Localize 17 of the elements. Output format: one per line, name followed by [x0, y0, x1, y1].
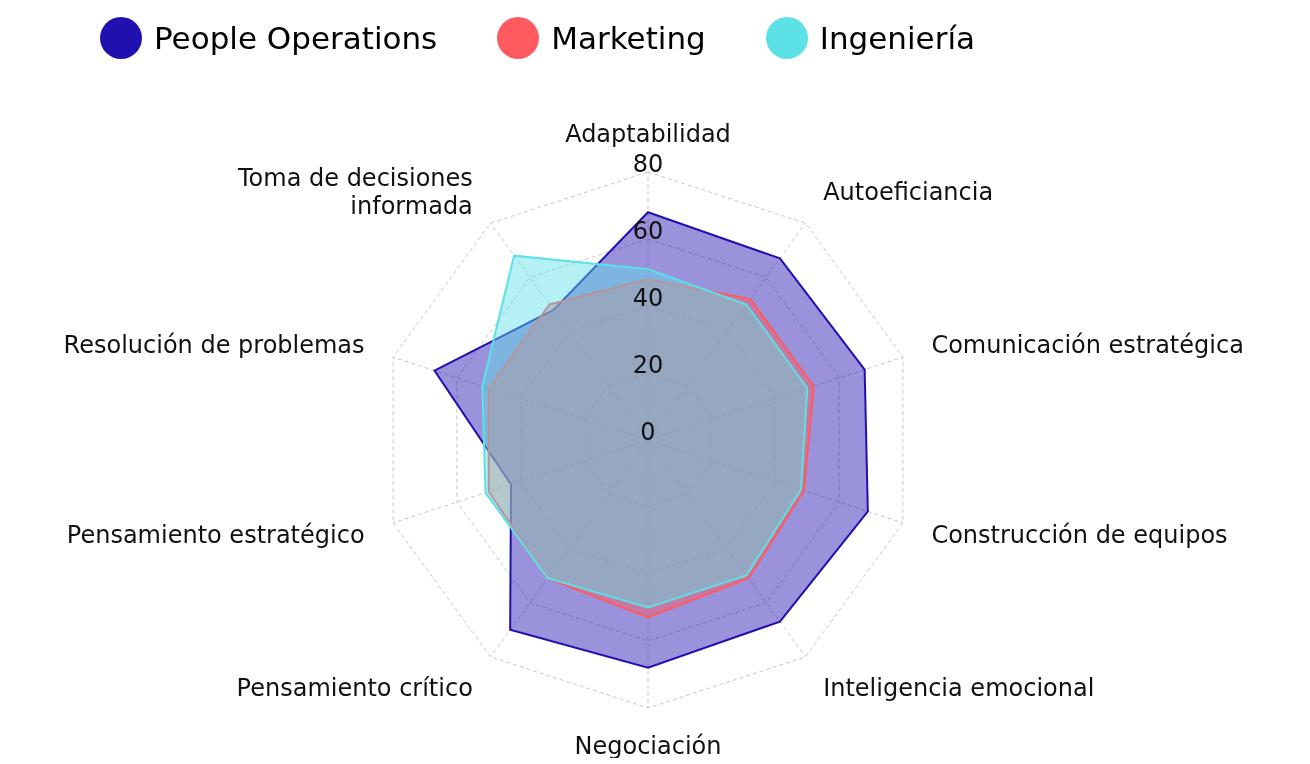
spoke-label: Construcción de equipos — [931, 520, 1228, 549]
spoke-label: Autoeficiancia — [823, 178, 994, 207]
legend-label: Ingeniería — [819, 20, 976, 56]
spoke-label: Inteligencia emocional — [823, 673, 1095, 702]
y-tick-label: 40 — [632, 284, 664, 312]
y-tick-label: 0 — [640, 418, 656, 446]
spoke-label: Pensamiento estratégico — [66, 520, 365, 549]
legend-label: People Operations — [154, 20, 438, 56]
y-tick-label: 80 — [632, 150, 664, 178]
y-tick-label: 60 — [632, 217, 664, 245]
y-tick-label: 20 — [632, 351, 664, 379]
spoke-label: Resolución de problemas — [63, 331, 365, 360]
spoke-label: Toma de decisiones informada — [237, 164, 473, 221]
spoke-label: Adaptabilidad — [565, 120, 731, 148]
spoke-label: Pensamiento crítico — [236, 673, 473, 702]
legend-label: Marketing — [551, 20, 706, 56]
spoke-label: Comunicación estratégica — [931, 331, 1244, 360]
